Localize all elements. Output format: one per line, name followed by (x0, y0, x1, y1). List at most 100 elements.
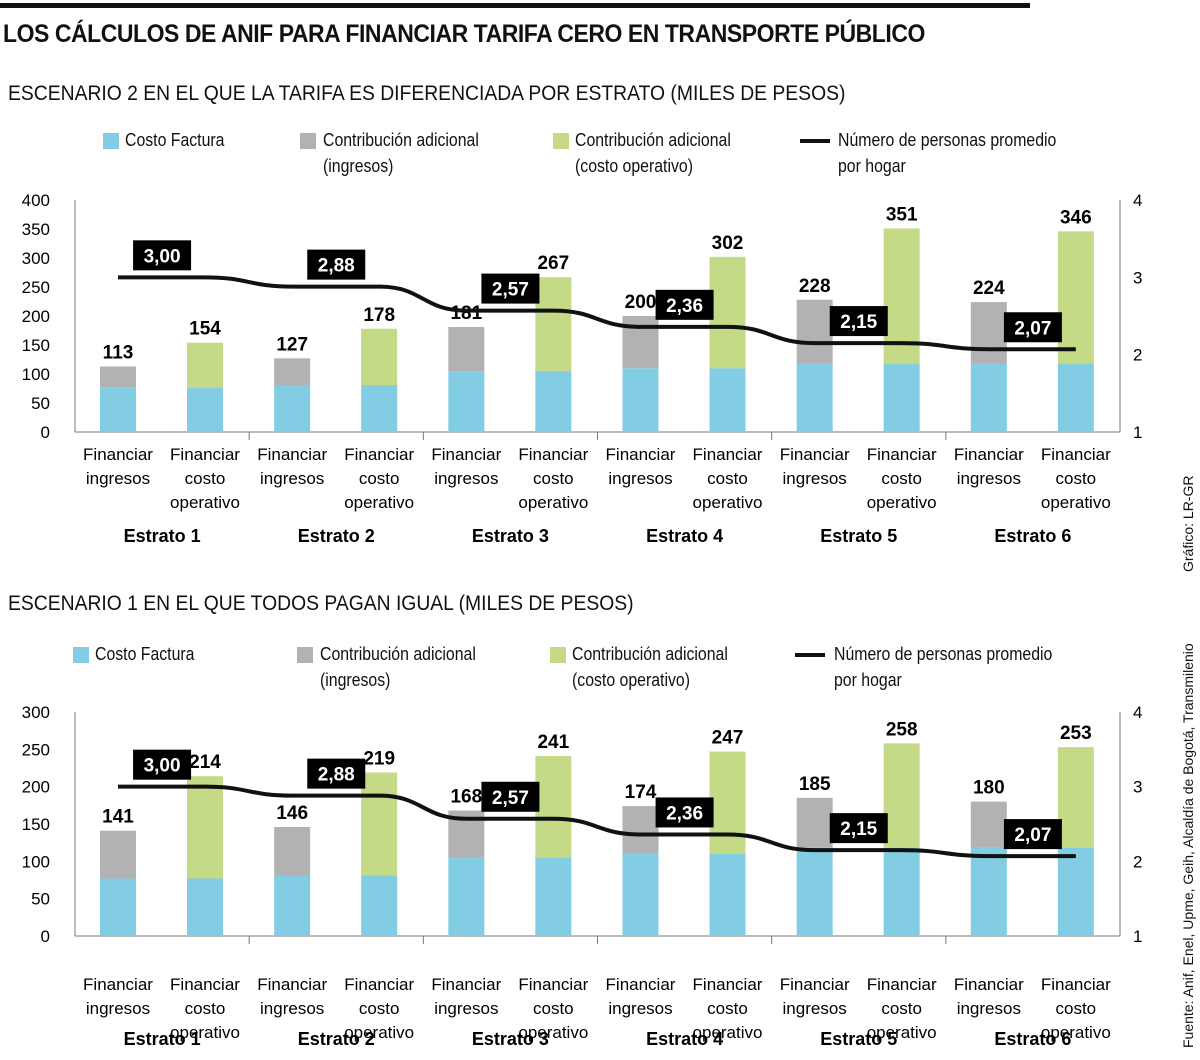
bar-costo-factura (796, 847, 833, 936)
group-label: Estrato 2 (298, 1029, 375, 1049)
legend-swatch-costo-factura-2 (73, 647, 89, 663)
line-label-box (1003, 819, 1062, 850)
line-label-box (481, 273, 540, 304)
bar-total-label: 346 (1060, 207, 1092, 228)
bar-costo-factura (187, 878, 223, 936)
legend-ingresos: Contribución adicional (ingresos) (323, 130, 479, 176)
legend-swatch-personas (800, 139, 830, 143)
legend-costo-factura-2: Costo Factura (95, 644, 195, 664)
line-point-label: 2,57 (492, 280, 529, 301)
bar-category-label: costo (359, 999, 400, 1018)
bar-category-label: operativo (1041, 1023, 1111, 1042)
bar-category-label: ingresos (957, 469, 1021, 488)
chart-escenario-2: 0 50 100 150 200 250 300 350 400 1 2 3 4 113 Financiar… (22, 191, 1143, 546)
bar-total-label: 174 (625, 782, 657, 803)
y-tick-label: 50 (31, 394, 50, 413)
bar-contribucion-ingresos (796, 299, 833, 364)
bar-category-label: costo (707, 469, 748, 488)
legend-swatch-costo-factura (103, 133, 119, 149)
bar-total-label: 168 (450, 787, 482, 808)
legend-costo-operativo-2: Contribución adicional (costo operativo) (572, 644, 728, 690)
group-label: Estrato 5 (820, 1029, 897, 1049)
bar-category-label: Financiar (344, 445, 414, 464)
bar-costo-factura (883, 847, 920, 936)
legend-swatch-costo-operativo-2 (550, 647, 566, 663)
bar-category-label: ingresos (783, 469, 847, 488)
bar-total-label: 113 (103, 342, 134, 363)
y2-tick-label: 1 (1133, 423, 1142, 442)
line-point-label: 2,36 (666, 296, 703, 317)
bar-costo-factura (970, 847, 1007, 936)
bar-total-label: 224 (973, 278, 1005, 299)
bar-contribucion-costo-operativo (709, 256, 746, 369)
top-rule (0, 3, 1030, 8)
y-tick-label: 200 (22, 307, 50, 326)
bar-category-label: costo (881, 999, 922, 1018)
group-label: Estrato 2 (298, 526, 375, 546)
line-point-label: 2,07 (1014, 318, 1051, 339)
bar-category-label: operativo (344, 1023, 414, 1042)
bar-total-label: 228 (799, 276, 831, 297)
line-point-label: 3,00 (144, 246, 181, 267)
bar-category-label: costo (533, 999, 574, 1018)
bar-category-label: ingresos (86, 469, 150, 488)
line-label-box (829, 813, 888, 844)
bar-category-label: Financiar (780, 445, 850, 464)
bar-category-label: Financiar (693, 975, 763, 994)
bar-category-label: operativo (693, 493, 763, 512)
bar-total-label: 258 (886, 719, 918, 740)
bar-contribucion-costo-operativo (709, 751, 746, 854)
bar-category-label: costo (185, 469, 226, 488)
y-tick-label: 300 (22, 249, 50, 268)
bar-total-label: 200 (625, 292, 657, 313)
bar-category-label: costo (1056, 469, 1097, 488)
bar-contribucion-ingresos (448, 327, 485, 372)
bar-total-label: 141 (102, 807, 134, 828)
y2-tick-label: 1 (1133, 927, 1142, 946)
bar-category-label: operativo (693, 1023, 763, 1042)
bar-contribucion-costo-operativo (1057, 231, 1094, 364)
group-label: Estrato 5 (820, 526, 897, 546)
bar-contribucion-costo-operativo (1057, 747, 1094, 848)
line-label-box (1003, 312, 1062, 343)
bar-category-label: operativo (170, 1023, 240, 1042)
bar-contribucion-costo-operativo (187, 342, 223, 388)
bar-costo-factura (709, 853, 746, 936)
bar-category-label: costo (707, 999, 748, 1018)
y2-tick-label: 3 (1133, 778, 1142, 797)
bar-costo-factura (535, 857, 572, 936)
bar-total-label: 127 (276, 334, 308, 355)
bar-category-label: Financiar (867, 445, 937, 464)
bar-contribucion-costo-operativo (187, 776, 223, 879)
bar-contribucion-ingresos (100, 830, 136, 879)
group-label: Estrato 3 (472, 1029, 549, 1049)
line-point-label: 2,15 (840, 312, 877, 333)
source: Fuente: Anif, Enel, Upme, Geih, Alcaldía… (1180, 643, 1196, 1048)
bar-contribucion-ingresos (100, 366, 136, 388)
bar-category-label: ingresos (608, 469, 672, 488)
bar-total-label: 181 (450, 303, 482, 324)
bar-total-label: 154 (189, 319, 221, 340)
bar-category-label: Financiar (431, 445, 501, 464)
line-label-box (655, 797, 714, 828)
page-title: LOS CÁLCULOS DE ANIF PARA FINANCIAR TARI… (3, 20, 925, 48)
bar-contribucion-ingresos (274, 358, 311, 386)
bar-costo-factura (796, 363, 833, 432)
legend-swatch-ingresos (300, 133, 316, 149)
bar-costo-factura (1057, 847, 1094, 936)
bar-contribucion-ingresos (622, 806, 659, 854)
group-label: Estrato 6 (994, 1029, 1071, 1049)
legend-swatch-ingresos-2 (297, 647, 313, 663)
bar-costo-factura (883, 363, 920, 432)
bar-contribucion-costo-operativo (883, 228, 920, 364)
bar-category-label: costo (359, 469, 400, 488)
line-point-label: 2,57 (492, 788, 529, 809)
bar-category-label: Financiar (1041, 975, 1111, 994)
bar-category-label: operativo (344, 493, 414, 512)
bar-total-label: 302 (712, 233, 744, 254)
legend-swatch-personas-2 (795, 653, 825, 657)
bar-contribucion-costo-operativo (535, 277, 572, 372)
bar-total-label: 253 (1060, 723, 1092, 744)
y2-tick-label: 3 (1133, 268, 1142, 287)
bar-category-label: operativo (867, 493, 937, 512)
